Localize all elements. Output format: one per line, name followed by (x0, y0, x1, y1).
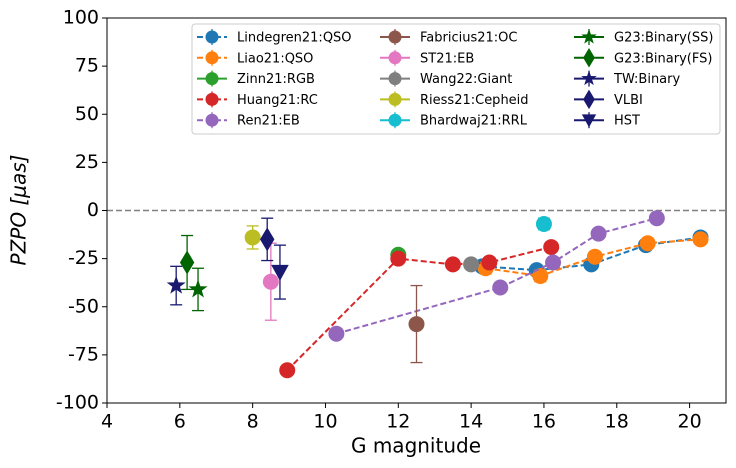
marker (648, 210, 665, 227)
y-tick-label: -100 (56, 392, 99, 414)
legend-label: G23:Binary(SS) (614, 31, 713, 46)
x-axis-label: G magnitude (351, 434, 481, 458)
marker (205, 30, 219, 44)
marker (205, 113, 219, 127)
marker (692, 231, 709, 248)
legend-label: G23:Binary(FS) (614, 51, 712, 66)
y-tick-label: -75 (68, 343, 99, 365)
marker (388, 92, 402, 106)
y-tick-label: 50 (75, 103, 99, 125)
y-tick-label: -25 (68, 247, 99, 269)
y-tick-label: 100 (63, 7, 99, 29)
marker (535, 215, 552, 232)
marker (166, 275, 186, 294)
marker (390, 250, 407, 267)
marker (328, 325, 345, 342)
marker (388, 72, 402, 86)
legend-label: VLBI (614, 93, 643, 108)
marker (481, 254, 498, 271)
legend-label: Riess21:Cepheid (420, 93, 529, 108)
x-tick-label: 16 (532, 411, 556, 433)
series-line (336, 217, 658, 335)
legend-label: Huang21:RC (237, 93, 318, 108)
marker (532, 267, 549, 284)
series-line (286, 246, 552, 371)
legend-label: Wang22:Giant (420, 72, 512, 87)
y-tick-label: 0 (87, 199, 99, 221)
plot-frame (106, 17, 727, 404)
marker (581, 28, 597, 44)
y-tick-label: -50 (68, 295, 99, 317)
x-tick-label: 10 (313, 411, 337, 433)
marker (639, 235, 656, 252)
marker (444, 256, 461, 273)
marker (244, 229, 261, 246)
marker (543, 239, 560, 256)
legend-label: HST (614, 114, 640, 129)
x-tick-label: 18 (605, 411, 629, 433)
legend-label: Liao21:QSO (237, 51, 313, 66)
x-tick-label: 6 (174, 411, 186, 433)
x-tick-label: 12 (386, 411, 410, 433)
x-tick-label: 20 (677, 411, 701, 433)
marker (463, 256, 480, 273)
y-axis-label: PZPO [μas] (7, 155, 31, 266)
x-tick-label: 4 (101, 411, 113, 433)
marker (586, 248, 603, 265)
marker (583, 89, 595, 110)
marker (581, 114, 597, 128)
x-tick-label: 8 (247, 411, 259, 433)
y-tick-label: 75 (75, 55, 99, 77)
marker (583, 48, 595, 68)
x-tick-label: 14 (459, 411, 483, 433)
marker (279, 362, 296, 379)
marker (388, 30, 402, 44)
marker (388, 113, 402, 127)
legend-label: Fabricius21:OC (420, 31, 517, 46)
marker (388, 51, 402, 65)
legend-label: Bhardwaj21:RRL (420, 114, 528, 129)
marker (262, 273, 279, 290)
marker (545, 254, 562, 271)
marker (205, 51, 219, 65)
legend-label: ST21:EB (420, 51, 474, 66)
legend-label: Lindegren21:QSO (237, 31, 352, 46)
marker (590, 225, 607, 242)
legend-label: TW:Binary (613, 72, 680, 87)
marker (492, 279, 509, 296)
marker (205, 92, 219, 106)
legend-label: Ren21:EB (237, 114, 300, 129)
marker (271, 264, 289, 281)
legend-label: Zinn21:RGB (237, 72, 315, 87)
y-tick-label: 25 (75, 151, 99, 173)
marker (260, 227, 275, 252)
marker (188, 279, 208, 298)
marker (179, 250, 195, 275)
marker (581, 70, 597, 86)
marker (205, 72, 219, 86)
marker (408, 316, 425, 333)
